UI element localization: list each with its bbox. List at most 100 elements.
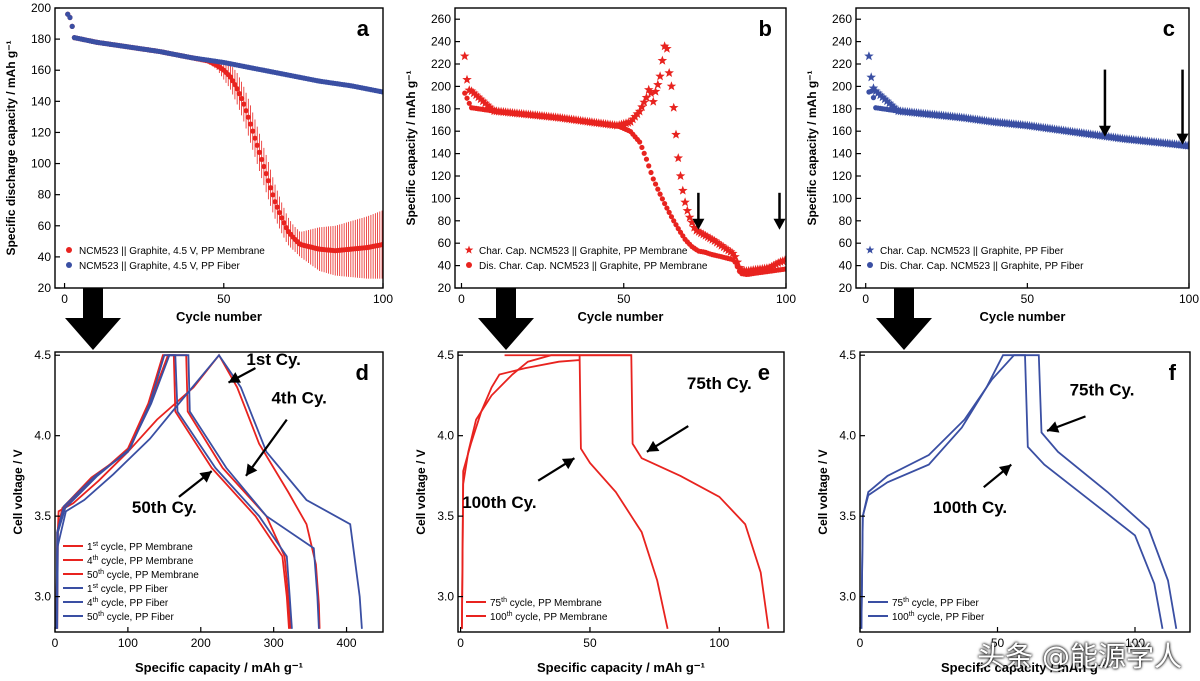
legend-label: Dis. Char. Cap. NCM523 || Graphite, PP M… (479, 261, 708, 272)
data-point (230, 78, 236, 84)
legend-label: 4th cycle, PP Fiber (87, 597, 169, 609)
data-point (462, 74, 472, 84)
x-tick-label: 50 (583, 636, 597, 650)
data-point (283, 225, 289, 231)
data-point (460, 51, 470, 61)
data-point (67, 14, 73, 21)
data-point (469, 88, 479, 98)
data-point (732, 259, 738, 265)
data-point (671, 129, 681, 139)
data-point (696, 228, 706, 238)
data-point (768, 260, 779, 270)
data-point (875, 90, 885, 100)
y-tick-label: 260 (832, 12, 852, 26)
data-point (691, 225, 702, 235)
y-tick-label: 40 (839, 259, 853, 273)
data-point (687, 217, 697, 227)
series-line-5 (56, 354, 293, 629)
legend-label: 75th cycle, PP Membrane (490, 597, 602, 609)
data-point (471, 90, 481, 100)
legend-sup: th (93, 597, 99, 604)
y-tick-label: 40 (438, 259, 452, 273)
legend-sup: th (909, 611, 915, 618)
x-axis-label: Cycle number (578, 309, 664, 324)
data-point (641, 150, 647, 156)
x-axis-label: Cycle number (176, 309, 262, 324)
data-point (884, 98, 895, 108)
y-tick-label: 120 (431, 169, 451, 183)
data-point (646, 88, 656, 98)
legend-sup: th (501, 597, 507, 604)
data-point (889, 102, 899, 112)
x-tick-label: 0 (61, 292, 68, 306)
annotation-arrow-head (998, 464, 1012, 477)
data-point (728, 248, 738, 258)
data-point (648, 96, 658, 106)
y-tick-label: 160 (31, 63, 51, 77)
data-point (868, 83, 879, 93)
data-point (673, 222, 679, 228)
data-point (864, 51, 874, 61)
data-point (637, 102, 647, 112)
y-tick-label: 220 (431, 57, 451, 71)
y-tick-label: 220 (832, 57, 852, 71)
data-point (668, 214, 675, 220)
legend-num: 75 (892, 598, 904, 609)
panel-b: 0 50 100 20 40 60 80 100 120 140 160 180 200 220 240 26… (404, 7, 796, 324)
annotation-arrow-head (228, 372, 242, 383)
y-tick-label: 60 (839, 236, 853, 250)
legend-marker (867, 262, 873, 268)
y-tick-label: 60 (38, 219, 52, 233)
data-point (247, 121, 254, 127)
y-tick-label: 180 (31, 32, 51, 46)
data-point (650, 176, 656, 182)
data-point (234, 86, 240, 92)
y-axis-label: Cell voltage / V (11, 449, 25, 534)
data-point (880, 94, 890, 104)
plot-area (860, 354, 1178, 629)
data-point (782, 266, 786, 272)
legend-marker (66, 247, 72, 253)
x-tick-label: 50 (991, 636, 1005, 650)
annotation-arrow-head (199, 471, 212, 483)
legend-rest: cycle, PP Fiber (915, 612, 986, 623)
data-point (263, 170, 269, 177)
series-line-3 (55, 353, 363, 629)
annotation-arrow-head (1047, 421, 1060, 433)
annotation-label: 4th Cy. (271, 388, 326, 407)
x-tick-label: 100 (1179, 292, 1199, 306)
x-tick-label: 0 (457, 636, 464, 650)
data-point (657, 55, 668, 65)
legend-label: 75th cycle, PP Fiber (892, 597, 979, 609)
plot-frame (454, 7, 787, 289)
legend-sup: st (93, 541, 99, 548)
plot-area (55, 353, 363, 629)
plot-area (461, 354, 770, 629)
data-point (771, 259, 781, 269)
data-point (466, 100, 472, 106)
data-point (254, 142, 260, 148)
legend-marker (66, 262, 72, 268)
x-tick-label: 0 (862, 292, 869, 306)
data-point (236, 91, 242, 97)
y-axis-label: Cell voltage / V (414, 449, 428, 534)
x-tick-label: 100 (776, 292, 796, 306)
series-0 (864, 51, 1189, 150)
annotation-label: 100th Cy. (933, 498, 1007, 517)
annotation-arrow-head (692, 218, 705, 230)
legend-label: 50th cycle, PP Membrane (87, 569, 199, 581)
legend-label: Char. Cap. NCM523 || Graphite, PP Membra… (479, 246, 688, 257)
legend-sup: th (98, 611, 104, 618)
annotation-label: 1st Cy. (246, 350, 301, 369)
panel-letter: a (357, 16, 370, 41)
legend-rest: cycle, PP Fiber (98, 598, 169, 609)
data-point (671, 218, 677, 224)
data-point (873, 88, 883, 98)
data-point (653, 79, 663, 89)
legend-sup: th (507, 611, 513, 618)
y-tick-label: 4.5 (437, 348, 454, 362)
data-point (773, 258, 783, 267)
y-tick-label: 20 (839, 281, 853, 295)
data-point (473, 92, 484, 102)
y-tick-label: 240 (431, 35, 451, 49)
